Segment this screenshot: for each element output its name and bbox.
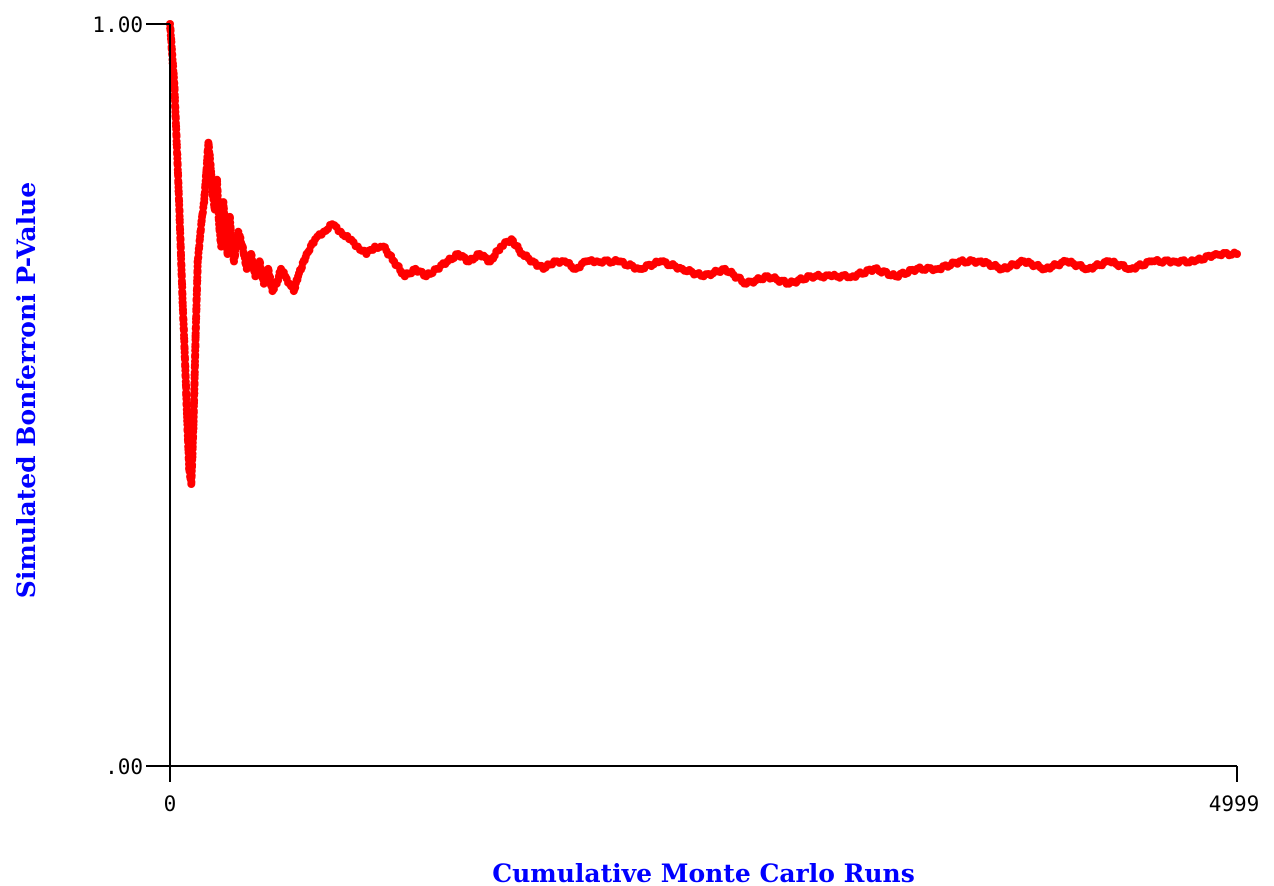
x-tick-label-min: 0 (164, 792, 177, 816)
data-point (1233, 250, 1241, 258)
x-axis-title: Cumulative Monte Carlo Runs (492, 859, 915, 886)
x-tick-label-max: 4999 (1209, 792, 1260, 816)
y-tick-label-max: 1.00 (92, 13, 143, 37)
scatter-series (166, 20, 1241, 488)
y-tick-label-min: .00 (105, 755, 143, 779)
y-axis-title: Simulated Bonferroni P-Value (12, 182, 41, 598)
